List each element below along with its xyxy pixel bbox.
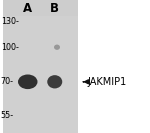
- Text: 55-: 55-: [1, 111, 14, 120]
- Ellipse shape: [54, 45, 60, 50]
- Text: 70-: 70-: [1, 77, 14, 86]
- Text: JAKMIP1: JAKMIP1: [88, 77, 127, 87]
- Bar: [3, 0, 78, 133]
- Text: A: A: [23, 2, 32, 15]
- Ellipse shape: [47, 75, 62, 88]
- Ellipse shape: [18, 74, 38, 89]
- Text: 130-: 130-: [1, 17, 19, 26]
- Text: 100-: 100-: [1, 43, 19, 52]
- Text: B: B: [50, 2, 59, 15]
- Bar: [3, 0, 78, 16]
